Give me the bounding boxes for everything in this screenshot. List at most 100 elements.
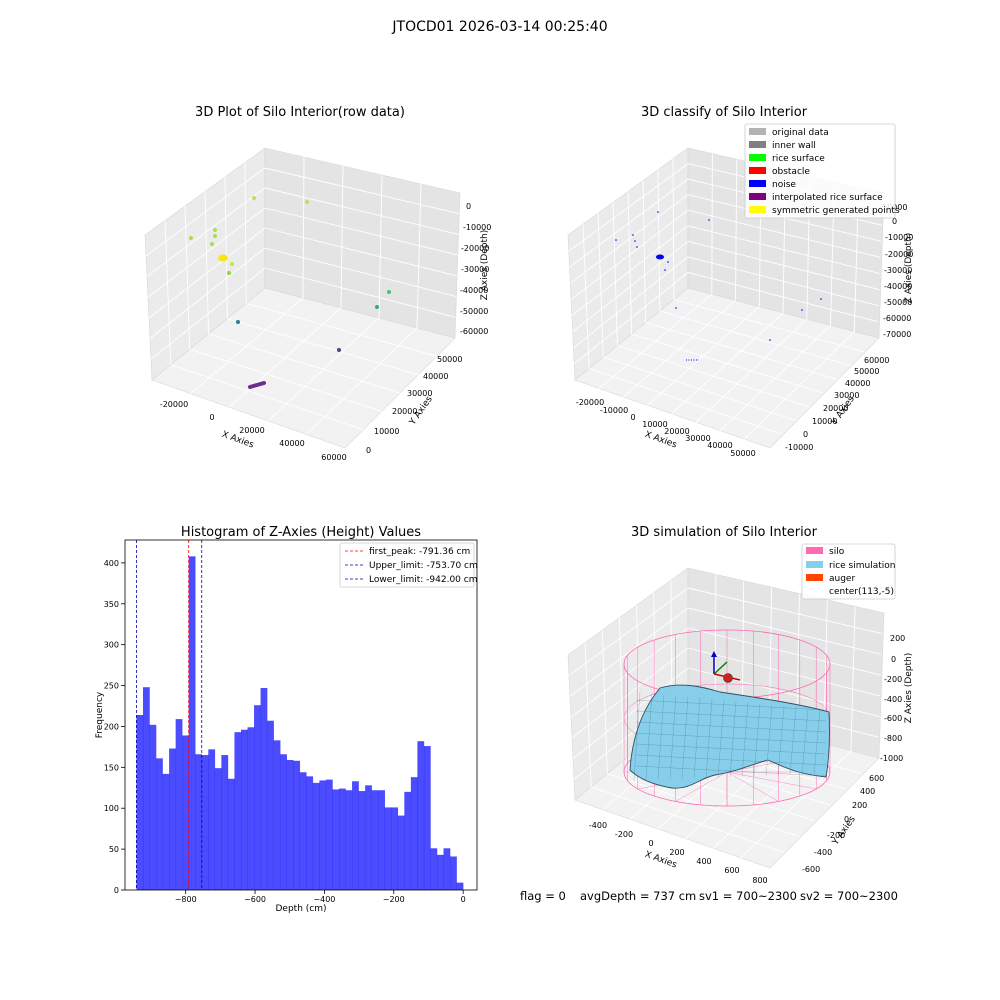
y-tick-label: 40000 [423,372,448,381]
histogram-bar [142,687,150,890]
classify-scatter-panel: 3D classify of Silo Interior -20000 -100… [567,105,914,458]
data-point [252,196,256,200]
x-tick-label: 800 [752,876,767,885]
grid-line [687,607,882,655]
noise-point [667,261,669,263]
histogram-bar [214,768,222,890]
rice-mesh-line [741,702,749,777]
status-sv2: sv2 = 700~2300 [800,889,898,903]
y-tick-label: 60000 [864,356,889,365]
grid-line [590,786,784,853]
histogram-bar [436,854,444,890]
grid-line [571,647,689,739]
legend-swatch [749,180,766,187]
y-tick-label: 200 [852,801,867,810]
rice-mesh-line [633,691,641,781]
histogram-bar [240,729,248,890]
rice-simulation-surface [629,684,830,789]
grid-line [224,176,228,319]
x-tick-label: -200 [615,830,633,839]
y-tick-label: 350 [104,600,119,609]
z-tick-label: 0 [892,217,897,226]
rice-mesh-line [657,694,665,780]
x-tick-label: 400 [696,857,711,866]
z-axis-label: Z Axies (Depth) [904,653,914,724]
rice-mesh-line [635,754,827,766]
x-tick-label: −400 [313,895,335,904]
rice-mesh-line [635,732,827,744]
z-tick-label: -800 [884,734,902,743]
grid-line [735,159,738,301]
z-tick-label: -600 [884,714,902,723]
noise-point [708,219,710,221]
histogram-bar [358,791,366,890]
y-tick-label: 600 [869,774,884,783]
histogram-bar [397,815,405,890]
classified-points [615,211,822,361]
rice-mesh-line [635,710,827,722]
histogram-axes-frame [124,539,478,891]
z-tick-label: -50000 [460,307,488,316]
grid-line [687,627,882,676]
legend-label: Upper_limit: -753.70 cm [369,561,478,571]
grid-line [672,158,675,300]
legend-swatch [749,167,766,174]
auger-axis-z-arrow [711,651,717,657]
rice-mesh-line [765,705,773,776]
classify-scatter-title: 3D classify of Silo Interior [641,105,808,120]
z-tick-label: -70000 [883,330,911,339]
legend-swatch [806,547,823,554]
x-tick-label: -20000 [160,400,188,409]
z-tick-label: 200 [890,634,905,643]
y-tick-label: -10000 [785,443,813,452]
z-tick-label: -60000 [460,327,488,336]
classify-legend: original data inner wall rice surface ob… [744,123,900,219]
grid-line [164,220,172,365]
x-tick-labels: -20000 -10000 0 10000 20000 30000 40000 … [576,398,756,458]
legend-entry: interpolated rice surface [749,193,883,203]
histogram-bar [201,755,209,890]
z-tick-labels: 200 0 -200 -400 -600 -800 -1000 [880,634,905,763]
noise-point [820,298,822,300]
silo-floor-spoke [726,771,779,802]
y-tick-label: 10000 [374,427,399,436]
z-tick-label: -40000 [460,286,488,295]
y-tick-label: 0 [803,430,808,439]
y-tick-label: 0 [114,886,119,895]
data-point [227,271,231,275]
z-tick-label: -30000 [884,266,912,275]
x-tick-label: −600 [244,895,266,904]
x-tick-labels: -400 -200 0 200 400 600 800 [589,821,768,885]
legend-entry: original data [749,128,829,138]
histogram-y-axis-label: Frequency [95,691,105,738]
z-tick-label: -20000 [461,244,489,253]
z-axis-label: Z Axies (Depth) [480,230,490,301]
x-tick-label: 30000 [685,434,710,443]
y-tick-label: 30000 [834,391,859,400]
noise-point [664,269,666,271]
grid-line [711,153,713,295]
simulation-title: 3D simulation of Silo Interior [631,525,818,540]
legend-entry: Lower_limit: -942.00 cm [345,575,477,585]
y-tick-label: 50 [109,845,119,854]
histogram-bar [306,776,314,890]
z-tick-label: -200 [884,675,902,684]
legend-label: first_peak: -791.36 cm [369,547,470,557]
status-flag: flag = 0 [520,889,566,903]
noise-point [636,246,638,248]
data-point [387,290,391,294]
noise-point [632,234,634,236]
legend-label: silo [829,547,845,557]
histogram-bar [175,719,183,890]
z-tick-label: -400 [884,695,902,704]
rice-mesh-line [635,743,827,755]
legend-label: noise [772,180,796,190]
y-tick-label: 20000 [823,404,848,413]
legend-swatch [806,574,823,581]
y-tick-label: 50000 [854,367,879,376]
histogram-bar [280,754,287,890]
grid-line [642,180,647,323]
legend-entry: auger [806,574,855,584]
y-tick-label: 20000 [392,407,417,416]
raw-scatter-title: 3D Plot of Silo Interior(row data) [195,105,405,120]
